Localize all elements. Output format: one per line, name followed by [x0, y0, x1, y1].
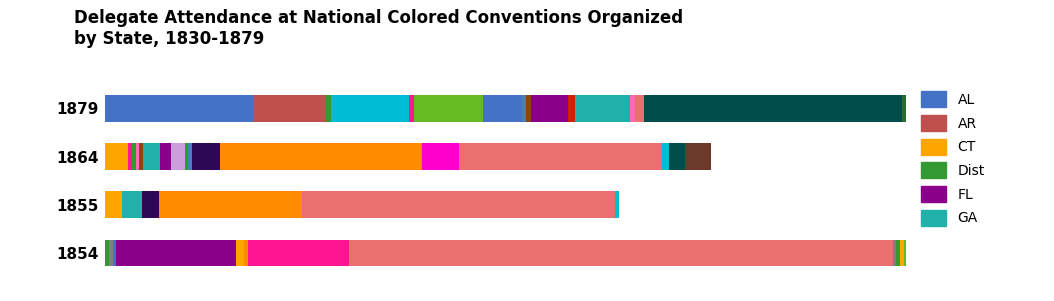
- Bar: [159, 191, 301, 218]
- Bar: [635, 95, 644, 122]
- Bar: [331, 95, 409, 122]
- Bar: [132, 143, 136, 170]
- Bar: [685, 143, 711, 170]
- Bar: [903, 240, 907, 266]
- Bar: [113, 240, 116, 266]
- Bar: [105, 191, 122, 218]
- Bar: [160, 143, 171, 170]
- Bar: [139, 143, 143, 170]
- Legend: AL, AR, CT, Dist, FL, GA: AL, AR, CT, Dist, FL, GA: [921, 91, 984, 226]
- Bar: [614, 191, 619, 218]
- Bar: [327, 95, 331, 122]
- Bar: [896, 240, 900, 266]
- Bar: [644, 95, 902, 122]
- Bar: [907, 240, 924, 266]
- Bar: [122, 191, 142, 218]
- Bar: [236, 240, 243, 266]
- Bar: [253, 95, 327, 122]
- Bar: [243, 240, 248, 266]
- Bar: [893, 240, 896, 266]
- Bar: [531, 95, 568, 122]
- Bar: [575, 95, 630, 122]
- Bar: [143, 143, 160, 170]
- Bar: [568, 95, 575, 122]
- Bar: [116, 240, 236, 266]
- Bar: [248, 240, 349, 266]
- Bar: [189, 143, 192, 170]
- Bar: [219, 143, 423, 170]
- Bar: [900, 240, 903, 266]
- Bar: [349, 240, 893, 266]
- Bar: [129, 143, 132, 170]
- Bar: [136, 143, 139, 170]
- Bar: [662, 143, 669, 170]
- Bar: [423, 143, 458, 170]
- Bar: [192, 143, 219, 170]
- Bar: [669, 143, 685, 170]
- Bar: [924, 95, 932, 122]
- Text: Delegate Attendance at National Colored Conventions Organized
by State, 1830-187: Delegate Attendance at National Colored …: [74, 9, 683, 48]
- Bar: [902, 95, 924, 122]
- Bar: [409, 95, 414, 122]
- Bar: [105, 240, 109, 266]
- Bar: [526, 95, 531, 122]
- Bar: [414, 95, 483, 122]
- Bar: [142, 191, 159, 218]
- Bar: [105, 143, 129, 170]
- Bar: [109, 240, 113, 266]
- Bar: [522, 95, 526, 122]
- Bar: [301, 191, 614, 218]
- Bar: [171, 143, 184, 170]
- Bar: [630, 95, 635, 122]
- Bar: [184, 143, 189, 170]
- Bar: [458, 143, 662, 170]
- Bar: [105, 95, 253, 122]
- Bar: [483, 95, 522, 122]
